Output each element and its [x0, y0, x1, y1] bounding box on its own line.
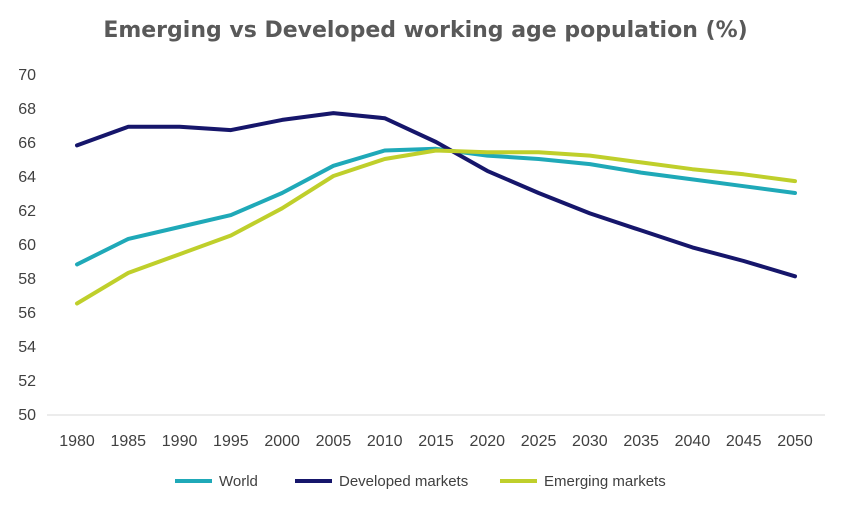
- x-tick-label: 1985: [110, 433, 146, 450]
- legend-label-developed-markets: Developed markets: [339, 473, 468, 490]
- y-tick-label: 64: [18, 169, 36, 186]
- x-tick-label: 2015: [418, 433, 454, 450]
- legend-label-world: World: [219, 473, 258, 490]
- x-tick-label: 2005: [316, 433, 352, 450]
- x-tick-label: 2010: [367, 433, 403, 450]
- x-tick-label: 2030: [572, 433, 608, 450]
- x-axis: 1980 1985 1990 1995 2000 2005 2010 2015 2020 2025…: [59, 433, 813, 450]
- legend-label-emerging-markets: Emerging markets: [544, 473, 666, 490]
- y-tick-label: 68: [18, 101, 36, 118]
- y-tick-label: 62: [18, 203, 36, 220]
- y-tick-label: 56: [18, 305, 36, 322]
- legend: World Developed markets Emerging markets: [175, 473, 666, 490]
- x-tick-label: 1995: [213, 433, 249, 450]
- x-tick-label: 2020: [469, 433, 505, 450]
- y-axis: 50 52 54 56 58 60 62 64 66 68 70: [18, 67, 36, 424]
- chart-title: Emerging vs Developed working age popula…: [103, 18, 748, 43]
- series-line-developed-markets: [75, 111, 797, 279]
- y-tick-label: 70: [18, 67, 36, 84]
- x-tick-label: 2035: [623, 433, 659, 450]
- y-tick-label: 54: [18, 339, 36, 356]
- series-line-emerging-markets: [75, 148, 797, 306]
- x-tick-label: 2000: [264, 433, 300, 450]
- x-tick-label: 1980: [59, 433, 95, 450]
- x-tick-label: 2050: [777, 433, 813, 450]
- y-tick-label: 66: [18, 135, 36, 152]
- y-tick-label: 58: [18, 271, 36, 288]
- y-tick-label: 60: [18, 237, 36, 254]
- x-tick-label: 2045: [726, 433, 762, 450]
- y-tick-label: 50: [18, 407, 36, 424]
- series-lines: [75, 111, 797, 306]
- x-tick-label: 1990: [162, 433, 198, 450]
- x-tick-label: 2025: [521, 433, 557, 450]
- y-tick-label: 52: [18, 373, 36, 390]
- x-tick-label: 2040: [675, 433, 711, 450]
